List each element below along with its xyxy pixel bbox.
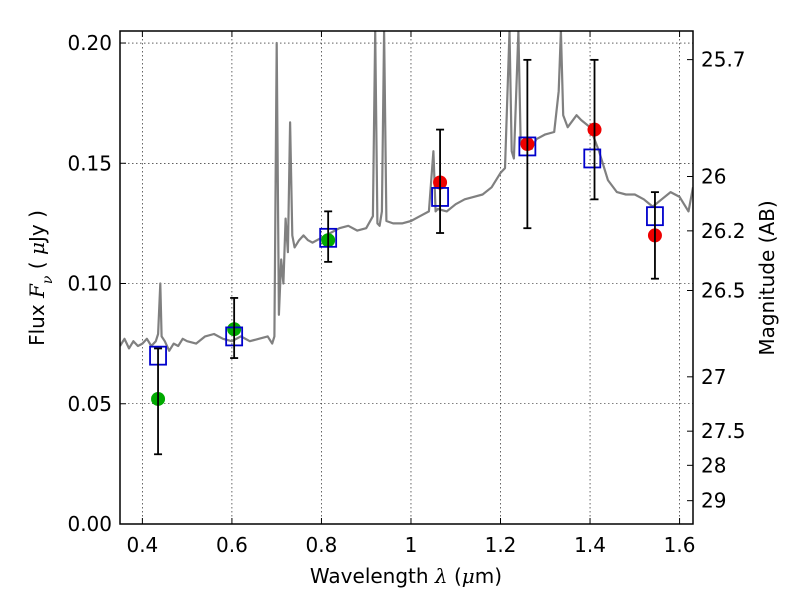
plot-frame (119, 30, 694, 525)
model-photometry-square (583, 148, 602, 169)
y2-axis-title: Magnitude (AB) (755, 200, 779, 355)
x-tick-label: 0.4 (126, 533, 158, 557)
data-layer (120, 31, 693, 456)
grid (120, 31, 693, 525)
y2-tick-label: 25.7 (701, 48, 746, 72)
y2-tick-label: 26 (701, 164, 726, 188)
y-tick-label: 0.10 (67, 272, 112, 296)
error-bar (230, 297, 239, 359)
x-tick-label: 0.8 (306, 533, 338, 557)
y-tick-label: 0.00 (67, 512, 112, 536)
error-bar (324, 210, 333, 263)
y2-tick-label: 28 (701, 453, 726, 477)
y2-tick-label: 26.5 (701, 278, 746, 302)
y2-tick-label: 29 (701, 489, 726, 513)
y-tick-label: 0.15 (67, 151, 112, 175)
model-spectrum-line (120, 31, 693, 352)
ticks: 0.4 0.6 0.8 1 1.2 1.4 1.6 0.00 0.05 0.10 0.15 0.20 2… (67, 31, 746, 557)
error-bar (523, 58, 532, 230)
x-tick-label: 1.6 (664, 533, 696, 557)
x-tick-label: 1 (405, 533, 418, 557)
y2-tick-label: 27 (701, 365, 726, 389)
error-bar (590, 58, 599, 201)
x-tick-label: 0.6 (216, 533, 248, 557)
y-tick-label: 0.20 (67, 31, 112, 55)
error-bar (650, 191, 659, 280)
error-bar (436, 128, 445, 234)
x-tick-label: 1.2 (485, 533, 517, 557)
y-axis-title: Flux Fν ( μJy ) (25, 210, 56, 346)
y-tick-label: 0.05 (67, 392, 112, 416)
y2-tick-label: 27.5 (701, 419, 746, 443)
y2-tick-label: 26.2 (701, 219, 746, 243)
x-tick-label: 1.4 (574, 533, 606, 557)
x-axis-title: Wavelength λ (μm) (310, 564, 502, 588)
error-bar (154, 347, 163, 456)
